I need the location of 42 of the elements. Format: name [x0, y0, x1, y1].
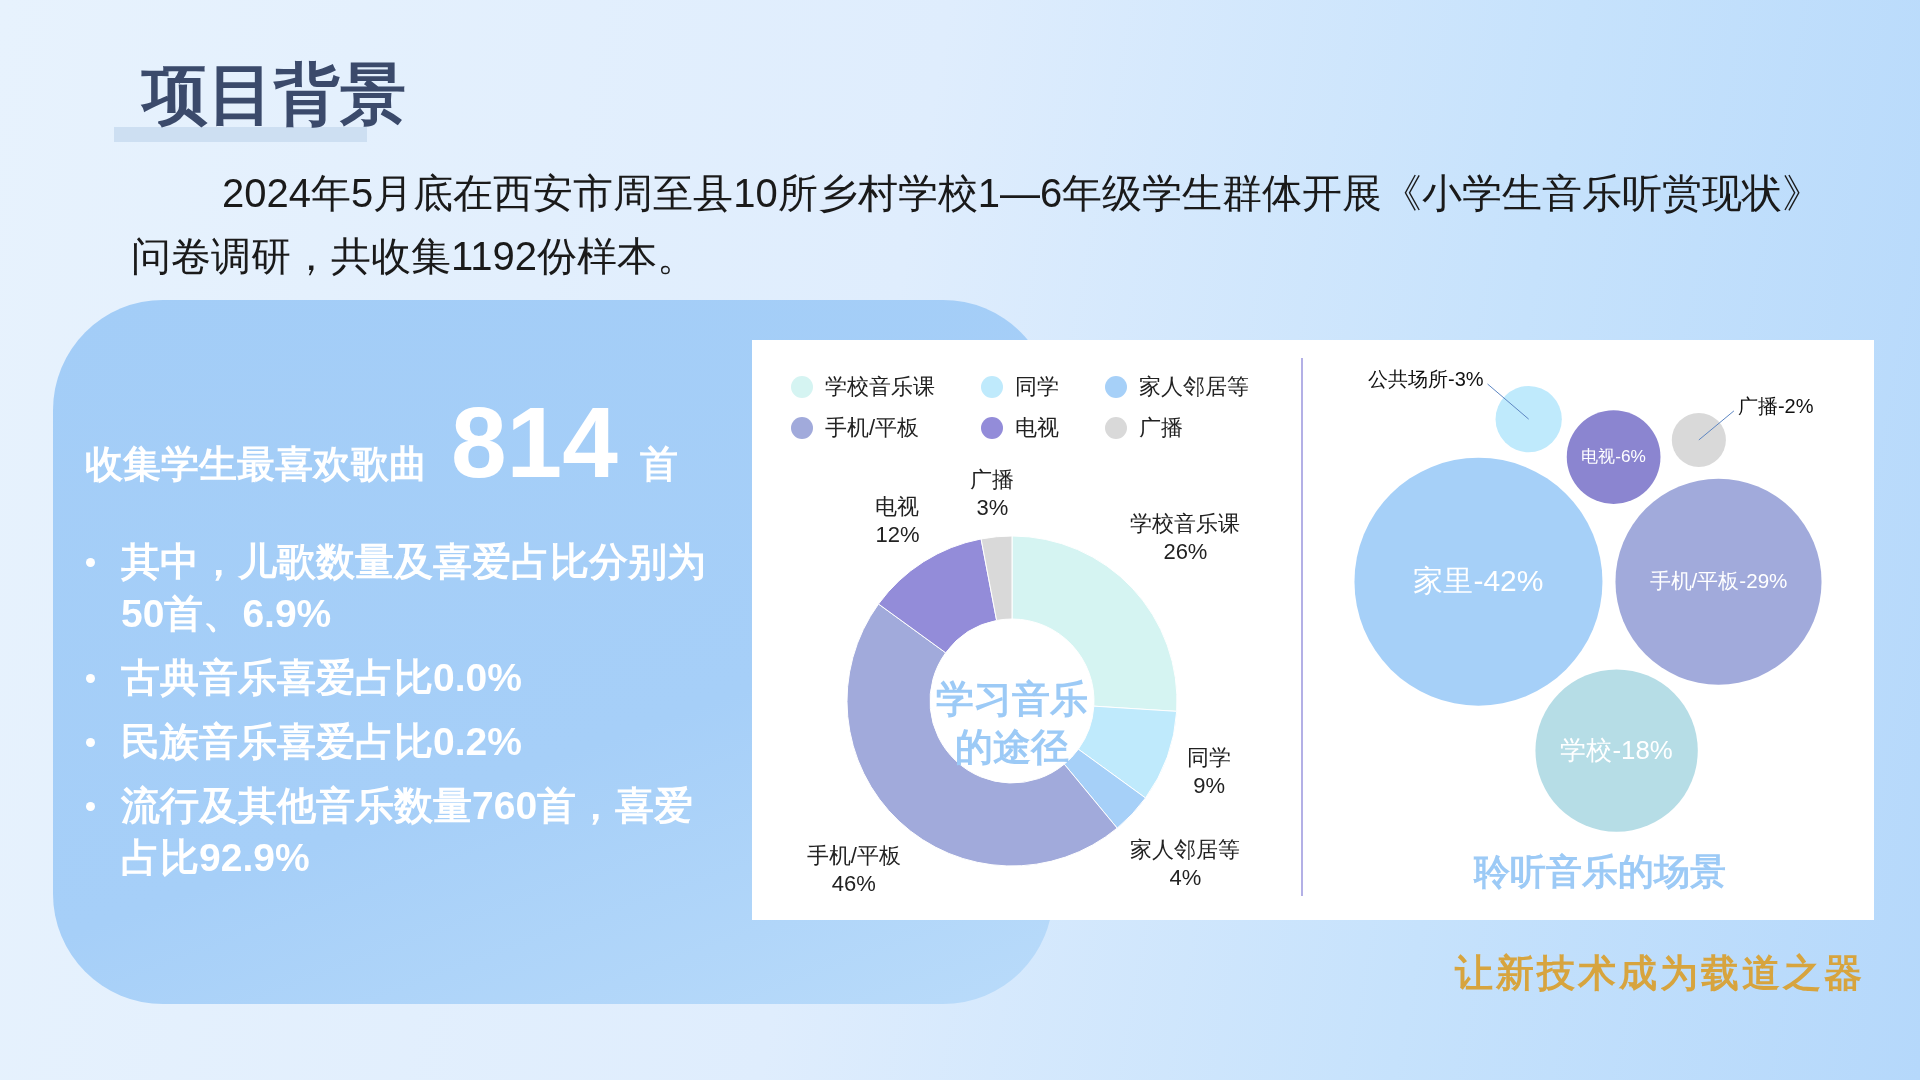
legend-label: 同学	[1015, 374, 1059, 399]
text: 814	[451, 386, 618, 498]
slice-label: 家人邻居等	[1130, 836, 1241, 862]
text: 聆听音乐的场景	[1473, 851, 1726, 892]
text: 让新技术成为载道之器	[1455, 949, 1865, 997]
text: 其中，儿歌数量及喜爱占比分别为50首、6.9%	[121, 540, 706, 635]
legend-label: 电视	[1015, 415, 1059, 440]
category-label: 电视-	[1581, 446, 1622, 467]
category-label: 家里-	[1413, 563, 1484, 597]
legend-label: 手机/平板	[825, 415, 920, 440]
slice-label: 广播	[970, 466, 1015, 492]
text: 流行及其他音乐数量760首，喜爱占比92.9%	[121, 784, 694, 879]
slice-label: 同学	[1187, 744, 1232, 770]
data-label: 2%	[1784, 394, 1814, 417]
data-label: 9%	[1193, 772, 1226, 798]
category-label: 广播-	[1737, 394, 1785, 417]
data-label: 6%	[1621, 446, 1646, 467]
data-label: 42%	[1483, 563, 1544, 597]
slice-label: 学校音乐课	[1130, 511, 1241, 537]
slice-label: 电视	[875, 493, 920, 519]
data-label: 29%	[1746, 568, 1788, 592]
data-label: 18%	[1621, 735, 1673, 764]
category-label: 公共场所-	[1367, 368, 1455, 390]
data-label: 46%	[831, 870, 876, 896]
slice-label: 手机/平板	[806, 842, 901, 868]
legend-label: 学校音乐课	[825, 374, 935, 399]
legend-label: 家人邻居等	[1139, 374, 1249, 399]
text: 收集学生最喜欢歌曲	[85, 443, 427, 485]
text: 首	[639, 443, 678, 485]
text: 项目背景	[142, 57, 406, 131]
data-label: 3%	[1454, 368, 1484, 390]
category-label: 学校-	[1560, 735, 1622, 764]
text: 民族音乐喜爱占比0.2%	[121, 720, 522, 763]
text: 学习音乐的途径	[936, 678, 1088, 768]
category-label: 手机/平板-	[1649, 568, 1747, 592]
data-label: 4%	[1169, 864, 1202, 890]
legend-label: 广播	[1139, 415, 1183, 440]
text: 古典音乐喜爱占比0.0%	[121, 656, 522, 699]
data-label: 12%	[875, 521, 920, 547]
data-label: 3%	[976, 494, 1009, 520]
data-label: 26%	[1163, 539, 1208, 565]
text: 2024年5月底在西安市周至县10所乡村学校1—6年级学生群体开展《小学生音乐听赏现状》问卷调研，共收集1192份样本。	[131, 170, 1824, 280]
